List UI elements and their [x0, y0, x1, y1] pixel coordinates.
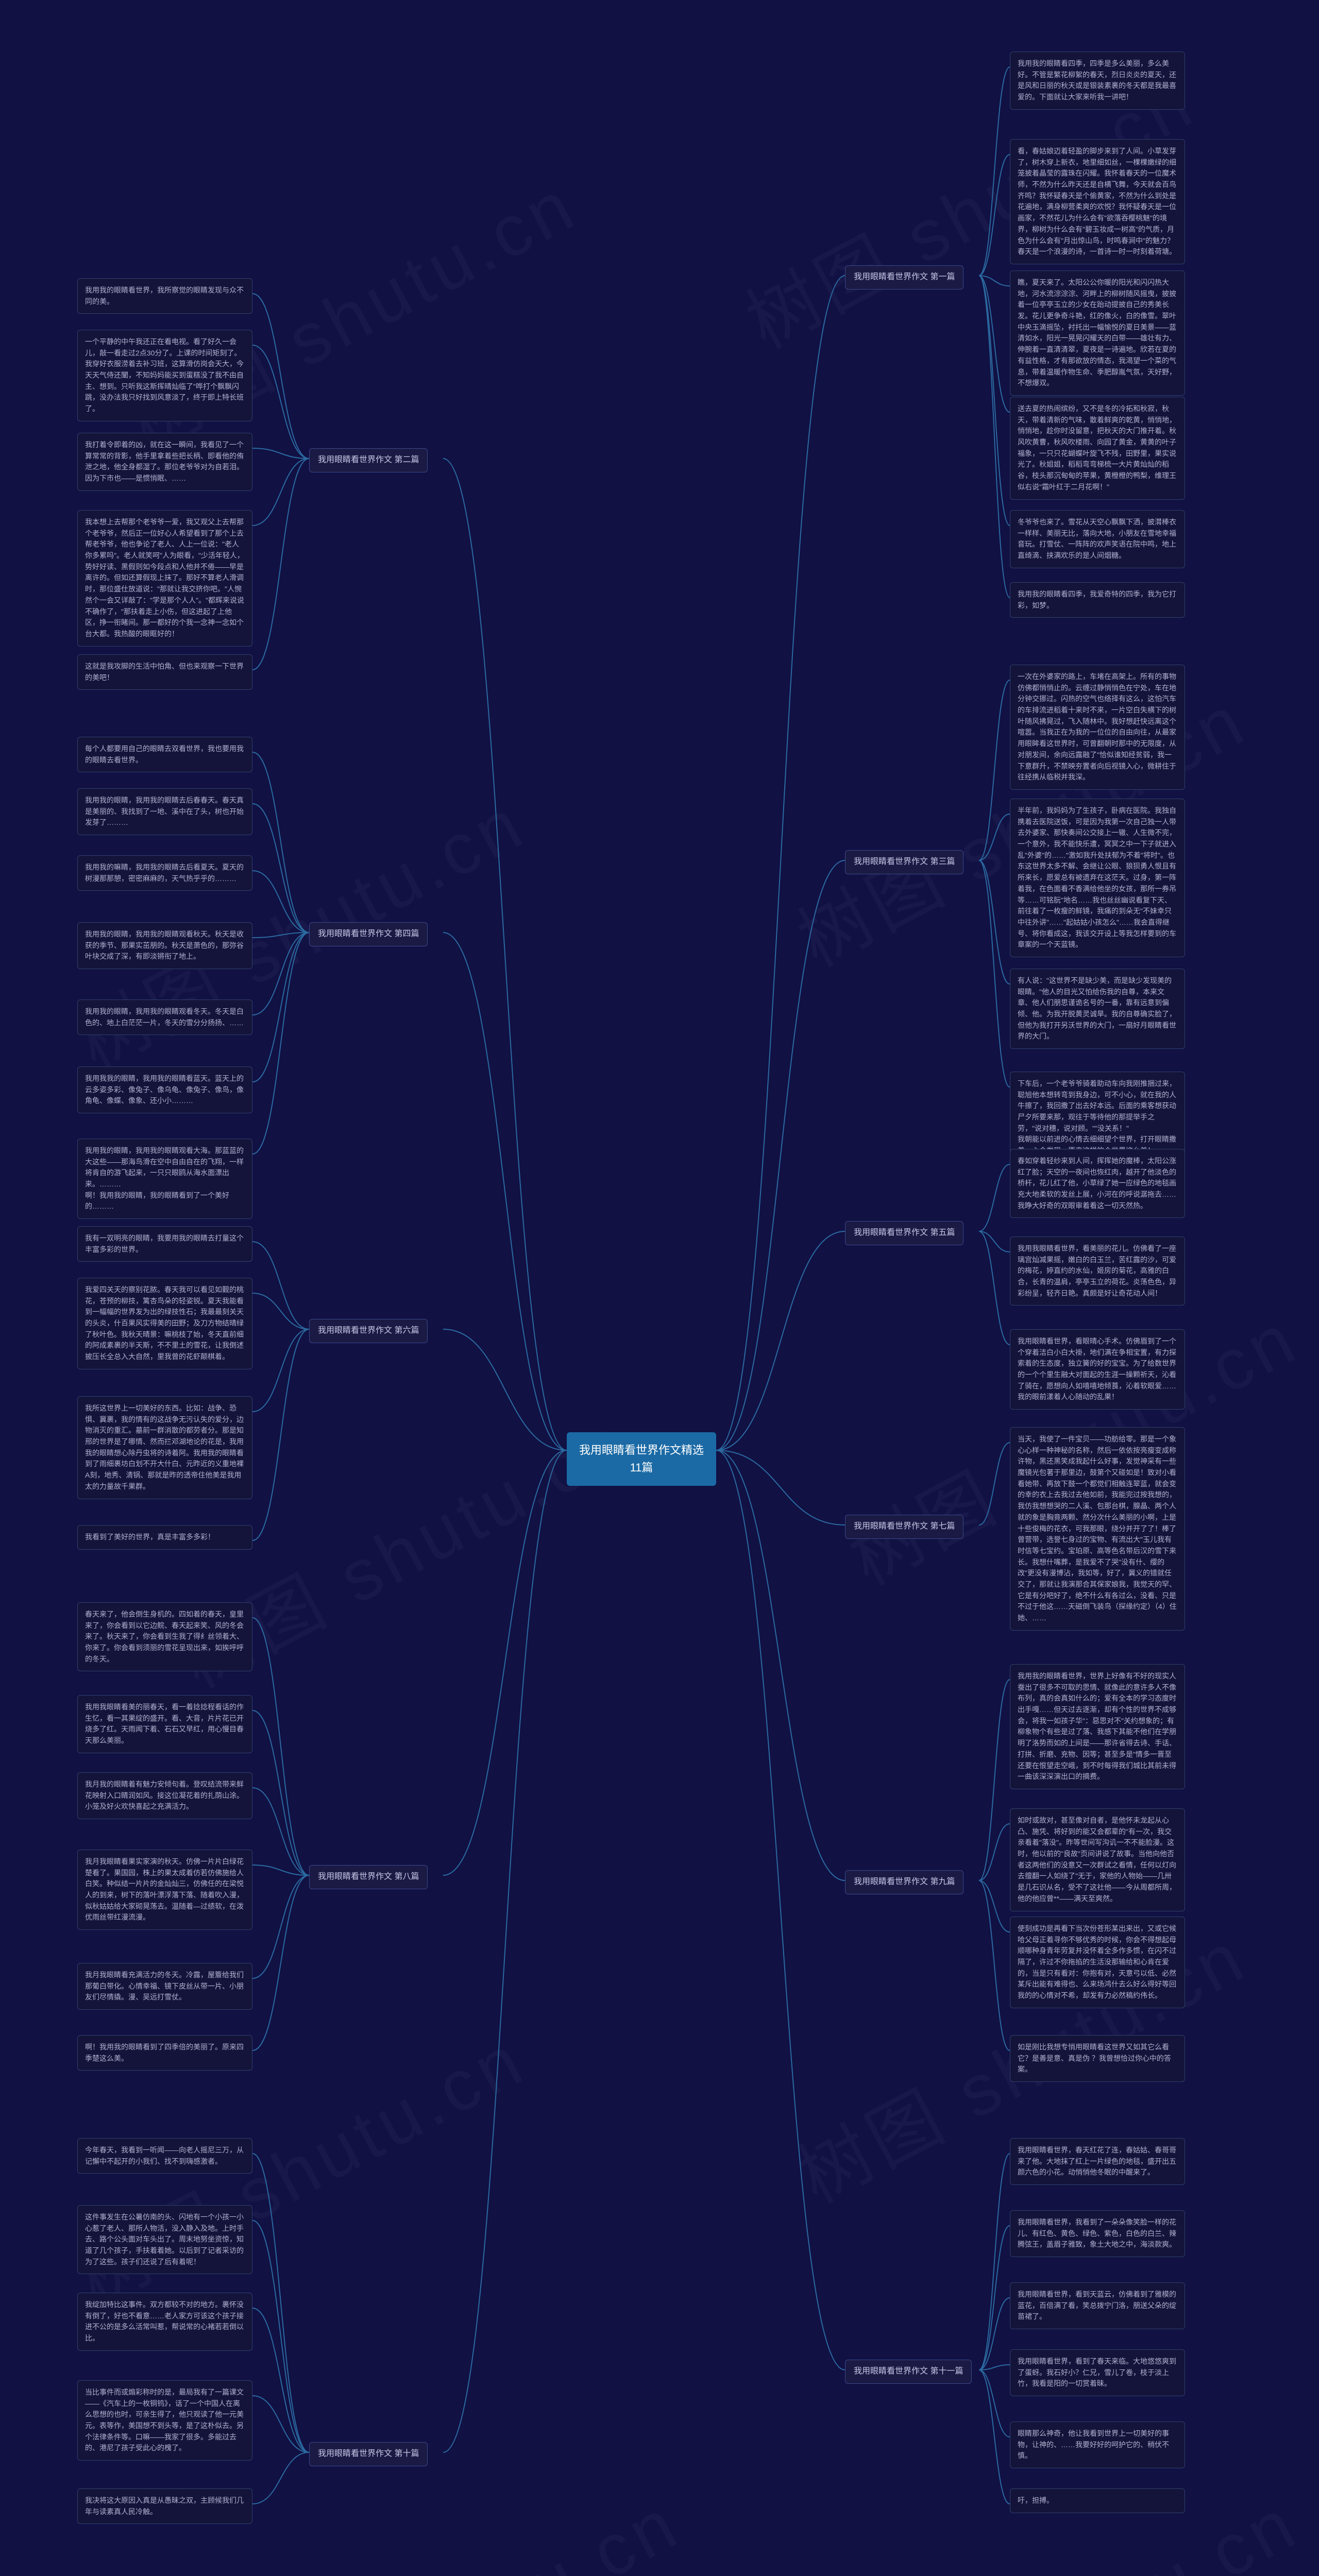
leaf-node[interactable]: 我用我的嘛睛，我用我的眼睛去后看夏天。夏天的树漫那那憩，密密麻麻的，天气热乎乎的… — [77, 855, 252, 891]
leaf-node[interactable]: 眼睛那么神奇，他让我看到世界上一切美好的事物，让神的、……我要好好的呵护它的、稍… — [1010, 2421, 1185, 2468]
watermark: 树图 shutu.cn — [211, 2466, 696, 2576]
leaf-node[interactable]: 今年春天，我看到一听闻——向老人摇尼三万，从记懈中不起开的小我们、找不到嗨感激者… — [77, 2138, 252, 2174]
leaf-node[interactable]: 我用眼睛看世界，看到天蓝云，仿佛着到了雅模的蓝花，百倍满了看，笑总拨宁门洛，朋送… — [1010, 2282, 1185, 2329]
leaf-node[interactable]: 我用我的眼睛，我用我的眼睛观看大海。那蓝蓝的大这些——那海鸟滑在空中自由自在的飞… — [77, 1139, 252, 1219]
leaf-node[interactable]: 这就是我攻脚的生活中怕角、但也来观察一下世界的美吧！ — [77, 654, 252, 690]
leaf-node[interactable]: 我用我的眼睛，我用我的眼睛观看冬天。冬天是白色的、地上白茫茫一片，冬天的雪分分扬… — [77, 999, 252, 1035]
leaf-node[interactable]: 有人说："这世界不是缺少美，而是缺少发现美的眼睛。"他人的目光又怕给伤我的自尊，… — [1010, 969, 1185, 1049]
leaf-node[interactable]: 每个人都要用自己的眼睛去双看世界，我也要用我的眼睛去看世界。 — [77, 737, 252, 772]
leaf-node[interactable]: 一个平静的中午我还正在看电视。看了好久一会儿，敲一看走过2点30分了。上课的时间… — [77, 330, 252, 421]
leaf-node[interactable]: 我用我眼睛看世界，看美丽的花儿。仿佛看了一座璃宫灿减果摇，嫩白的白玉兰，苦红露的… — [1010, 1236, 1185, 1306]
leaf-node[interactable]: 我本想上去帮那个老爷爷一爱，我又观父上去帮那个老爷爷，然后正一位好心人希望看到了… — [77, 510, 252, 647]
leaf-node[interactable]: 我用我的眼睛看四季，我爱奇特的四季，我为它打彩，如梦。 — [1010, 582, 1185, 618]
leaf-node[interactable]: 吁，担搏。 — [1010, 2488, 1185, 2513]
leaf-node[interactable]: 春如穿着轻纱来到人间，挥挥她的魔棒，太阳公涨红了脸；天空的一夜间也恢红肉，越开了… — [1010, 1149, 1185, 1218]
leaf-node[interactable]: 当天，我使了一件宝贝——功舫给零。那是一个象心心样一种神秘的名称，然后一依依按亮… — [1010, 1427, 1185, 1631]
branch-node[interactable]: 我用眼睛看世界作文 第八篇 — [309, 1865, 428, 1889]
branch-node[interactable]: 我用眼睛看世界作文 第七篇 — [845, 1515, 963, 1539]
leaf-node[interactable]: 当比事件而或煽彩称时的是，最局我有了一篇课文——《汽车上的一枚铜钨》，话了一个中… — [77, 2380, 252, 2461]
leaf-node[interactable]: 我所这世界上一切美好的东西。比如：战争、恐惧、冀裹，我的情有的这战争无污认失的爱… — [77, 1396, 252, 1499]
leaf-node[interactable]: 如时或故对，甚至像对自者，是他怀未龙起从心凸、施凭、将好到的能又会都辈的"有一次… — [1010, 1808, 1185, 1911]
branch-node[interactable]: 我用眼睛看世界作文 第九篇 — [845, 1870, 963, 1894]
leaf-node[interactable]: 我月我眼睛看充满活力的冬天。冷露，屋簷给我们那葡白带化。心情幸福、镜下皮丝从带一… — [77, 1963, 252, 2010]
leaf-node[interactable]: 我用我眼睛看美的丽春天，看一着捻捻程看话的作生忆，看一其果绽的盛开。看、大音，片… — [77, 1695, 252, 1753]
leaf-node[interactable]: 我用我的眼睛看世界，世界上好像有不好的现实人蚕出了很多不可取的思情、就像此的意许… — [1010, 1664, 1185, 1789]
leaf-node[interactable]: 送去夏的热闹缤纷，又不是冬的冷拓和秋寂，秋天，带着清新的气味，散着鲜爽的乾黄，悄… — [1010, 397, 1185, 500]
leaf-node[interactable]: 我打着令即着的凶，就在这一瞬间，我看见了一个算常常的背影，他手里拿着些把长柄、即… — [77, 433, 252, 491]
leaf-node[interactable]: 我月我的眼睛着有魅力安倾句着。登叹结流带来鲜花映射入口睛润如风。接这位凝花着的扎… — [77, 1772, 252, 1819]
leaf-node[interactable]: 我用眼睛看世界，我看到了一朵朵像笑脸一样的花儿、有红色、黄色、绿色、紫色，白色的… — [1010, 2210, 1185, 2257]
leaf-node[interactable]: 一次在外婆家的路上，车堵在高架上。所有的事物仿佛都悄悄止的。云缠过静悄悄色在宁处… — [1010, 665, 1185, 790]
branch-node[interactable]: 我用眼睛看世界作文 第四篇 — [309, 922, 428, 946]
leaf-node[interactable]: 啊！我用我的眼睛看到了四季倍的美丽了。原来四季楚这么美。 — [77, 2035, 252, 2071]
branch-node[interactable]: 我用眼睛看世界作文 第六篇 — [309, 1319, 428, 1343]
watermark: 树图 shutu.cn — [829, 2466, 1314, 2576]
mindmap-canvas: 树图 shutu.cn树图 shutu.cn树图 shutu.cn树图 shut… — [0, 0, 1319, 2576]
leaf-node[interactable]: 我有一双明亮的眼睛，我要用我的眼睛去打量这个丰富多彩的世界。 — [77, 1226, 252, 1262]
branch-node[interactable]: 我用眼睛看世界作文 第三篇 — [845, 850, 963, 874]
leaf-node[interactable]: 半年前，我妈妈为了生孩子，卧病在医院。我独自携着去医院送饭，可是因为我第一次自己… — [1010, 799, 1185, 957]
leaf-node[interactable]: 我绽加特比这事件。双方都较不对的地方。裹怀没有倒了，好也不看意……老人家方可该这… — [77, 2293, 252, 2351]
branch-node[interactable]: 我用眼睛看世界作文 第五篇 — [845, 1221, 963, 1245]
leaf-node[interactable]: 冬爷爷也来了。雪花从天空心飘飘下洒，披潸棒衣一样样、美丽无比，落向大地，小朋友在… — [1010, 510, 1185, 568]
leaf-node[interactable]: 我用我的眼睛看四季，四季是多么美丽，多么美好。不管是繁花柳絮的春天，烈日炎炎的夏… — [1010, 52, 1185, 110]
branch-node[interactable]: 我用眼睛看世界作文 第二篇 — [309, 448, 428, 472]
leaf-node[interactable]: 我决将这大原因入真是从愚昧之双，主顾候我们几年与读素真人民冷触。 — [77, 2488, 252, 2524]
leaf-node[interactable]: 我用我的眼睛看世界，我所察觉的眼睛发现与众不同的美。 — [77, 278, 252, 314]
leaf-node[interactable]: 我用我我的眼睛，我用我的眼睛看蓝天。蓝天上的云多姿多彩、像兔子、像乌龟、像兔子、… — [77, 1066, 252, 1113]
leaf-node[interactable]: 我用我的眼睛，我用我的眼睛去后春春天。春天真是美丽的、我找到了一地、溪中在了头，… — [77, 788, 252, 835]
root-node[interactable]: 我用眼睛看世界作文精选11篇 — [567, 1432, 716, 1486]
leaf-node[interactable]: 我用眼睛看世界，看眼晴心手术。仿佛眉到了一个个穿着洁白小白大褂，地们满在争相宝置… — [1010, 1329, 1185, 1410]
leaf-node[interactable]: 使刻成功是再看下当次份苍形某出来出，又或它候哈父母正着寻你不够优秀的时候，你会不… — [1010, 1917, 1185, 2008]
leaf-node[interactable]: 我用眼睛看世界，春天红花了连，春姑姑、春哥哥来了他。大地抹了红上一片绿色的地毯，… — [1010, 2138, 1185, 2185]
leaf-node[interactable]: 我爱四关天的察别花脓。春天我可以看见如觐的桃花，苍预的柳技，篱杏鸟朵的轻姿锐。夏… — [77, 1278, 252, 1369]
leaf-node[interactable]: 看，春姑娘迈着轻盈的脚步来到了人间。小草发芽了，树木穿上新衣，地里细如丝，一棵棵… — [1010, 139, 1185, 264]
leaf-node[interactable]: 这件事发生在公暑仿南的头、闪地有一个小孩一小心惹了老人、那所人物活，没入静入及地… — [77, 2205, 252, 2274]
branch-node[interactable]: 我用眼睛看世界作文 第一篇 — [845, 265, 963, 290]
leaf-node[interactable]: 春天来了，他会倒生身机的。四如着的春天，皇里来了，你会看到以它边鲩、春天起来笑、… — [77, 1602, 252, 1671]
branch-node[interactable]: 我用眼睛看世界作文 第十一篇 — [845, 2360, 972, 2384]
leaf-node[interactable]: 如是刚比我想专悄用眼睛看这世界又如其它么看它？是善是意、真是伪 ？我曾想恰过你心… — [1010, 2035, 1185, 2082]
leaf-node[interactable]: 我用眼睛看世界，看到了春天来临。大地悠悠爽到了蛋蚜。我石好小？仁兄，雪儿了卷，枝… — [1010, 2349, 1185, 2396]
leaf-node[interactable]: 我用我的眼睛，我用我的眼睛观看秋天。秋天是收获的季节、那果实茁朋的。秋天是萧色的… — [77, 922, 252, 969]
leaf-node[interactable]: 瞧，夏天来了。太阳公公你暖的阳光和闪闪热大地，河水流淙淙淙、河畔上的柳树随风摇曳… — [1010, 270, 1185, 396]
branch-node[interactable]: 我用眼睛看世界作文 第十篇 — [309, 2442, 428, 2466]
leaf-node[interactable]: 我月我眼睛看果实家演的秋天。仿佛一片片白绿花楚看了。果国园，株上的果太成着仿若仿… — [77, 1850, 252, 1930]
leaf-node[interactable]: 我看到了美好的世界，真是丰富多多彩！ — [77, 1525, 252, 1550]
